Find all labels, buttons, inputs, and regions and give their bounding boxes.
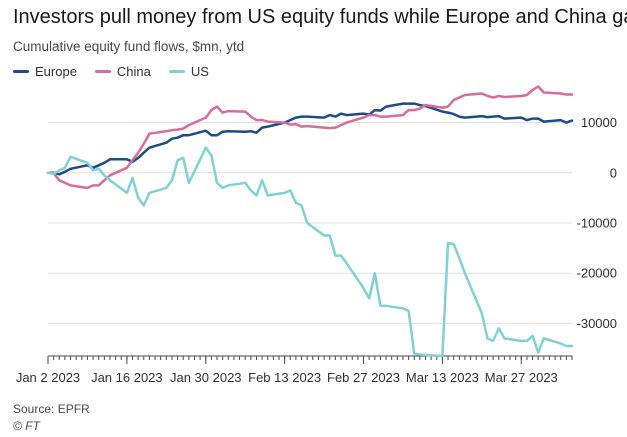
legend-swatch-europe [13,70,29,73]
legend-item-us: US [168,64,209,79]
series-line-china [46,85,574,190]
legend-swatch-china [94,70,111,73]
y-tick-label: 0 [610,165,617,180]
legend-swatch-us [168,70,185,73]
y-tick-label: -30000 [577,316,617,331]
series-line-us [46,146,574,358]
x-tick-label: Jan 30 2023 [170,370,242,385]
legend-label-china: China [116,64,151,79]
chart-title: Investors pull money from US equity fund… [13,6,627,28]
source-note: Source: EPFR [13,402,90,416]
legend: Europe China US [13,64,227,79]
x-tick-label: Mar 13 2023 [406,370,479,385]
x-tick-label: Feb 13 2023 [248,370,321,385]
ft-credit: © FT [13,419,40,433]
series-line-europe [46,102,574,176]
legend-item-europe: Europe [13,64,77,79]
x-tick-label: Jan 2 2023 [16,370,80,385]
chart-subtitle: Cumulative equity fund flows, $mn, ytd [13,39,245,54]
legend-label-us: US [190,64,209,79]
legend-item-china: China [94,64,151,79]
y-tick-label: -20000 [577,266,617,281]
x-tick-label: Jan 16 2023 [91,370,163,385]
legend-label-europe: Europe [35,64,77,79]
x-tick-label: Feb 27 2023 [327,370,400,385]
x-tick-label: Mar 27 2023 [485,370,558,385]
y-tick-label: 10000 [581,115,617,130]
y-tick-label: -10000 [577,216,617,231]
